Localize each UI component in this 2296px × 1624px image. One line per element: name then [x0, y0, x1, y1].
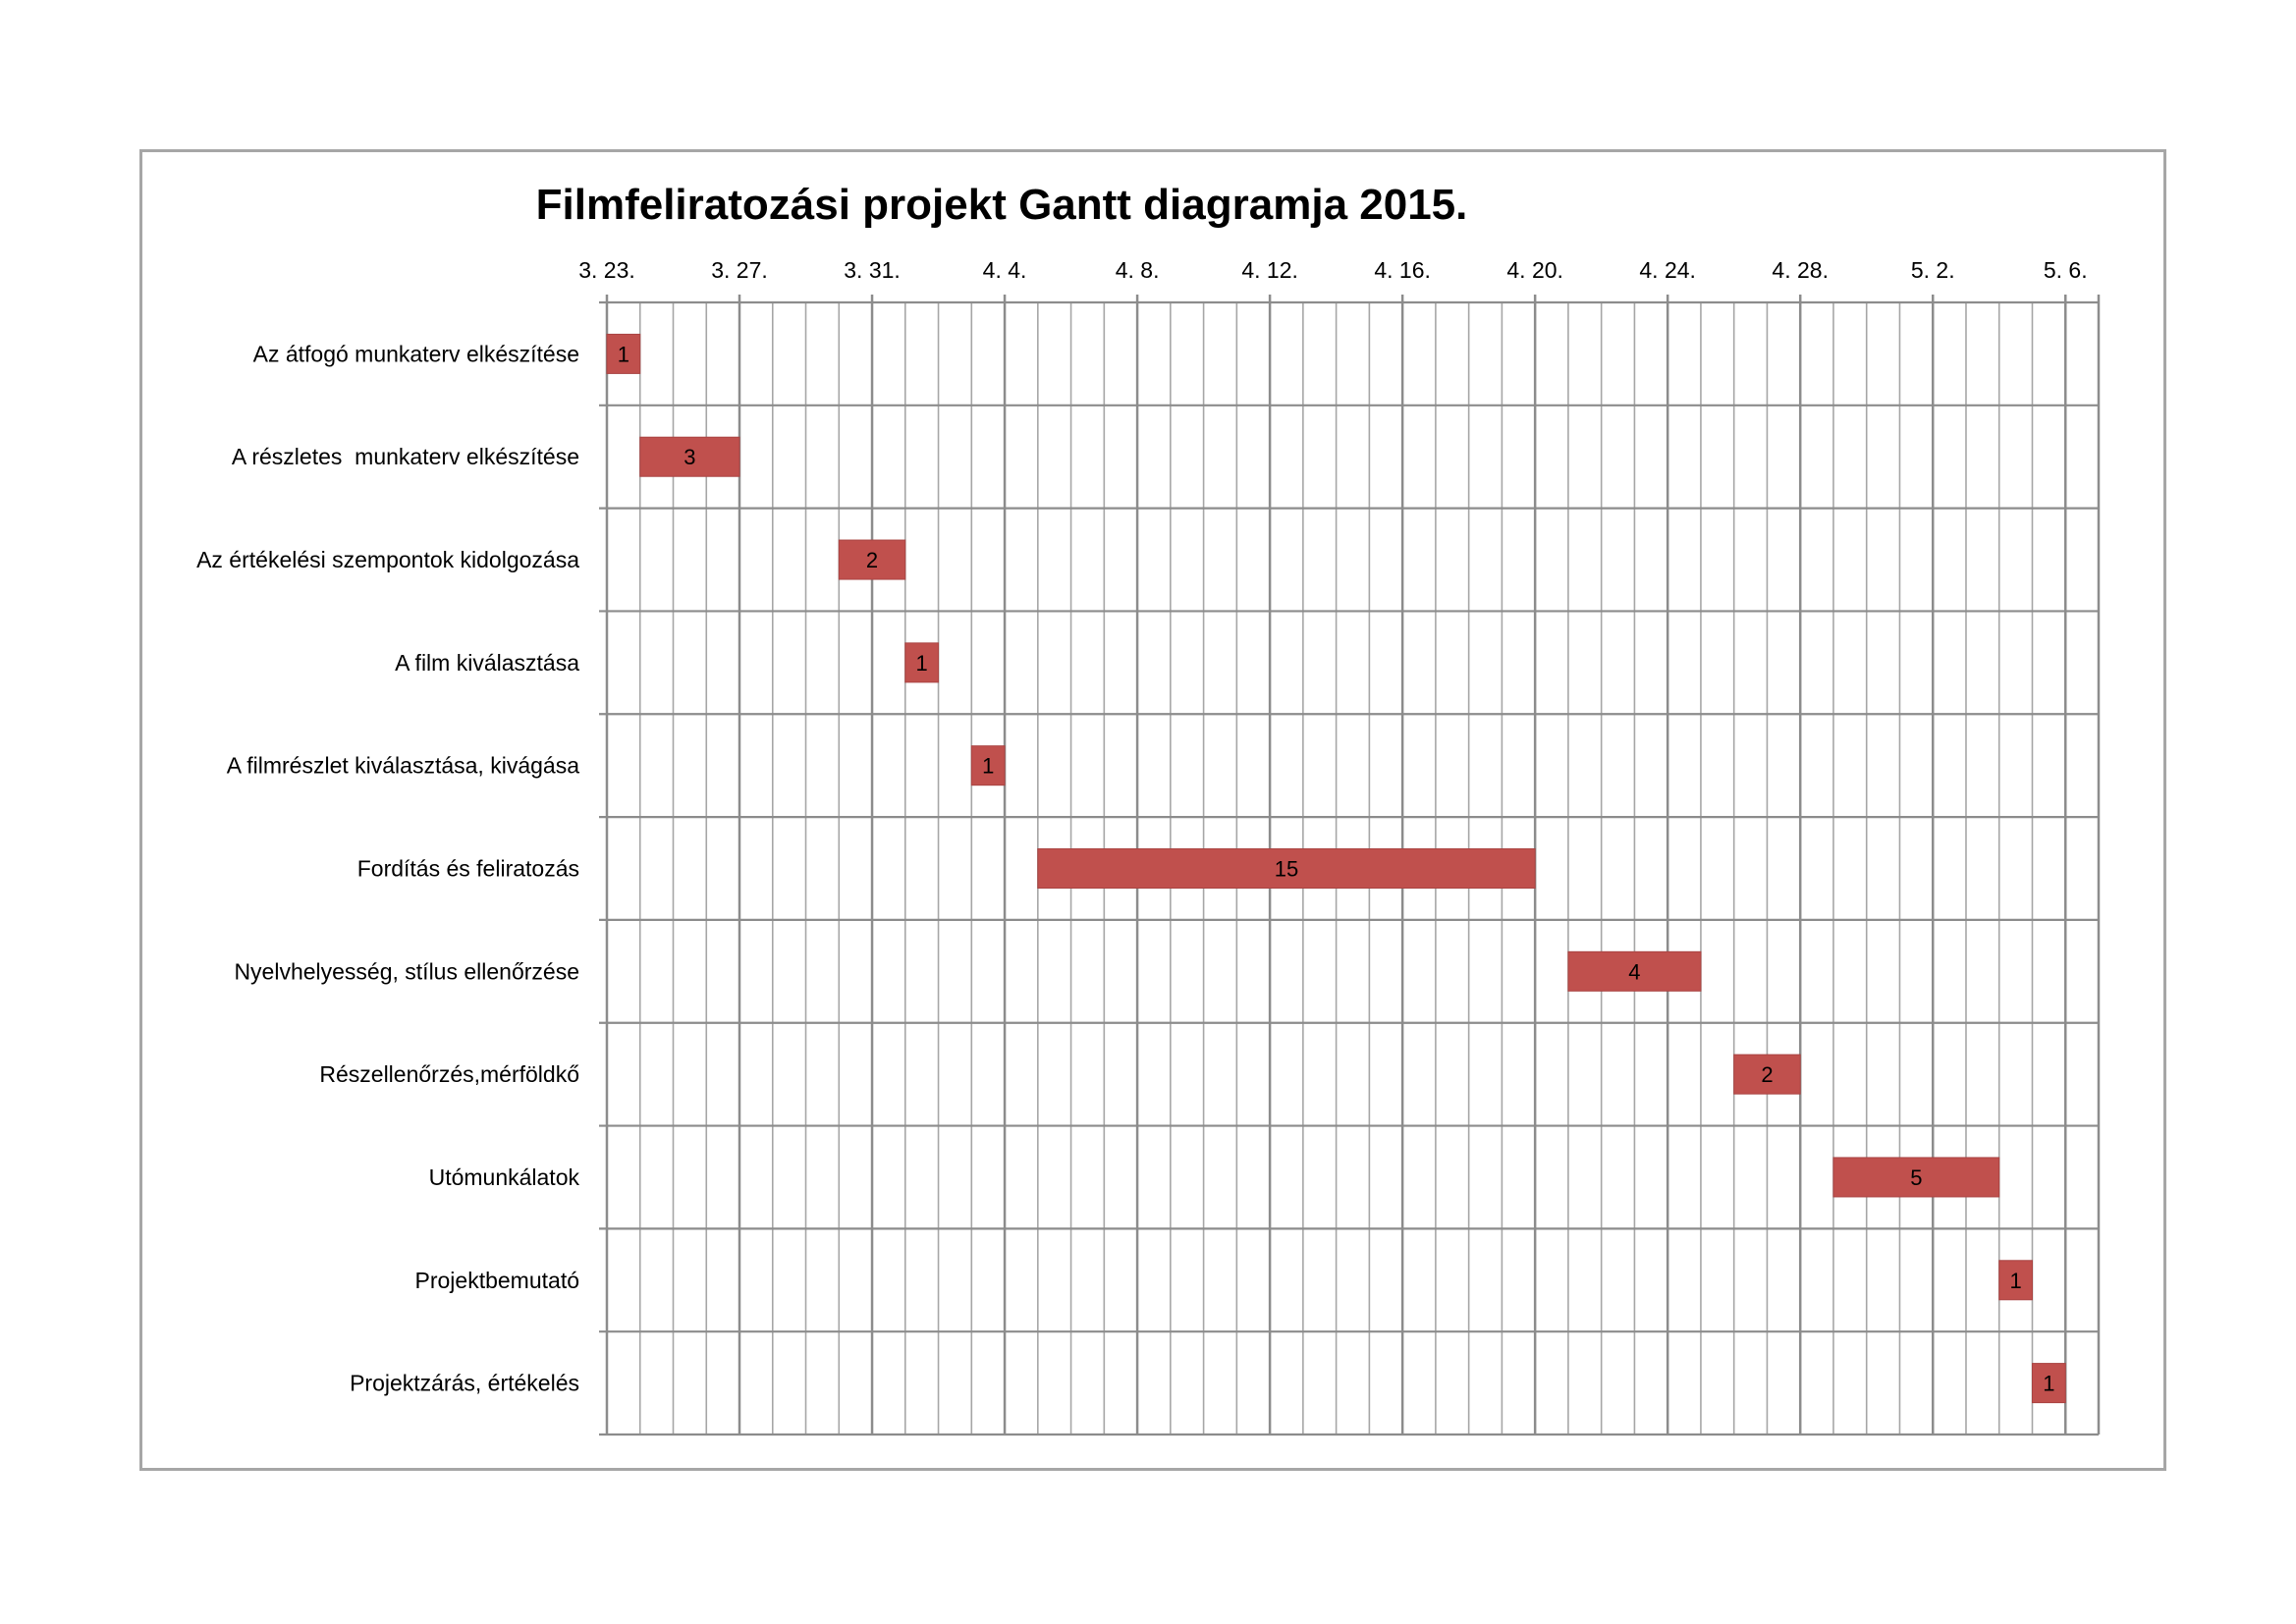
x-tick-label: 4. 4.	[983, 257, 1027, 283]
task-label: Projektbemutató	[415, 1268, 579, 1293]
task-duration-label: 4	[1628, 959, 1640, 984]
x-tick-label: 4. 24.	[1639, 257, 1696, 283]
task-label: Fordítás és feliratozás	[357, 856, 579, 882]
chart-title: Filmfeliratozási projekt Gantt diagramja…	[536, 181, 1468, 229]
x-tick-label: 5. 6.	[2044, 257, 2088, 283]
task-duration-label: 2	[866, 548, 878, 572]
task-label: Projektzárás, értékelés	[350, 1371, 579, 1396]
x-tick-label: 4. 12.	[1241, 257, 1298, 283]
x-axis-ticks: 3. 23. 3. 27. 3. 31. 4. 4. 4. 8. 4. 12. 4. 16.…	[578, 257, 2087, 283]
task-label: Az értékelési szempontok kidolgozása	[196, 547, 579, 572]
x-tick-label: 4. 28.	[1772, 257, 1829, 283]
task-duration-label: 1	[2043, 1372, 2054, 1396]
x-tick-label: 4. 20.	[1506, 257, 1563, 283]
task-label: A részletes munkaterv elkészítése	[232, 444, 579, 469]
task-duration-label: 5	[1910, 1165, 1922, 1190]
x-tick-label: 4. 16.	[1374, 257, 1431, 283]
task-duration-label: 1	[982, 754, 994, 779]
task-bar	[1733, 1054, 1801, 1095]
task-bar	[2031, 1363, 2066, 1404]
task-bar	[1832, 1157, 2000, 1198]
task-bar	[1567, 950, 1702, 992]
x-tick-label: 3. 23.	[578, 257, 635, 283]
task-label: Az átfogó munkaterv elkészítése	[253, 341, 579, 366]
x-tick-label: 3. 31.	[844, 257, 901, 283]
chart-frame: Filmfeliratozási projekt Gantt diagramja…	[139, 149, 2166, 1471]
task-bar	[1998, 1260, 2033, 1301]
task-bar	[606, 333, 641, 374]
task-bar	[970, 745, 1006, 786]
x-tick-label: 3. 27.	[711, 257, 768, 283]
task-label: A film kiválasztása	[395, 650, 579, 676]
task-label: Nyelvhelyesség, stílus ellenőrzése	[234, 958, 579, 984]
gantt-chart: Filmfeliratozási projekt Gantt diagramja…	[196, 181, 2101, 1436]
task-bar	[838, 539, 906, 580]
task-labels: Az átfogó munkaterv elkészítése A részlet…	[196, 341, 579, 1395]
task-label: Részellenőrzés,mérföldkő	[319, 1061, 579, 1087]
task-bar	[904, 642, 940, 683]
task-duration-label: 3	[683, 445, 695, 469]
x-tick-label: 4. 8.	[1116, 257, 1160, 283]
task-duration-label: 15	[1275, 857, 1298, 882]
task-duration-label: 1	[618, 342, 629, 366]
task-bar	[1037, 848, 1536, 889]
task-bar	[639, 436, 740, 477]
task-duration-label: 1	[916, 651, 928, 676]
task-duration-label: 1	[2009, 1269, 2021, 1293]
task-duration-label: 2	[1761, 1062, 1773, 1087]
task-bars: 1 3 2 1 1 15 4 2 5 1 1	[606, 333, 2066, 1404]
task-label: Utómunkálatok	[429, 1164, 580, 1190]
task-label: A filmrészlet kiválasztása, kivágása	[227, 753, 579, 779]
x-tick-label: 5. 2.	[1911, 257, 1955, 283]
